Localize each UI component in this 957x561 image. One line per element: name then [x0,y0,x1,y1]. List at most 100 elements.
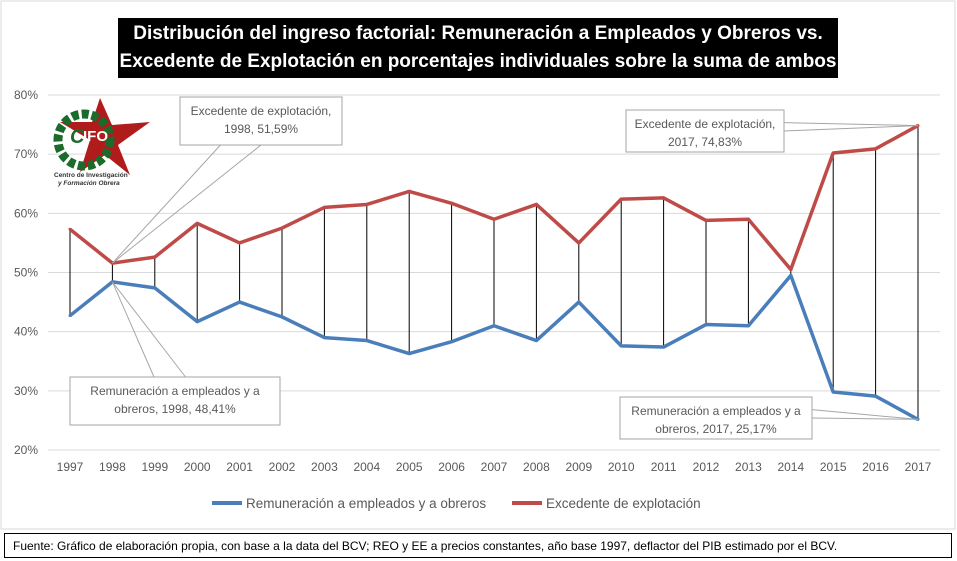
annotation-label: obreros, 1998, 48,41% [114,402,236,416]
annotation-label: Remuneración a empleados y a [90,384,260,398]
data-point [746,324,750,328]
leader-line [811,409,919,420]
annotation-label: Remuneración a empleados y a [631,404,801,418]
x-tick-label: 2003 [311,460,338,474]
data-point [365,339,369,343]
x-tick-label: 2017 [905,460,932,474]
y-tick-label: 40% [14,325,38,339]
title-line-1: Distribución del ingreso factorial: Remu… [133,23,823,44]
y-tick-label: 80% [14,88,38,102]
leader-line [811,417,919,420]
data-point [746,217,750,221]
data-point [662,345,666,349]
annotation-box [619,396,813,440]
data-point [662,196,666,200]
data-point [789,273,793,277]
annotation-label: 1998, 51,59% [224,122,298,136]
y-tick-label: 60% [14,206,38,220]
x-tick-label: 2013 [735,460,762,474]
y-tick-label: 20% [14,443,38,457]
data-point [153,286,157,290]
x-tick-label: 2002 [269,460,296,474]
leader-line [783,122,919,127]
data-point [238,300,242,304]
data-point [789,268,793,272]
x-tick-label: 2008 [523,460,550,474]
data-point [534,202,538,206]
x-tick-label: 2007 [481,460,508,474]
y-tick-label: 50% [14,265,38,279]
annotation-label: Excedente de explotación, [635,117,776,131]
data-point [322,205,326,209]
x-tick-label: 2005 [396,460,423,474]
x-tick-label: 1999 [141,460,168,474]
annotation-box [179,96,343,146]
x-tick-label: 2000 [184,460,211,474]
chart-border [0,0,956,530]
data-point [704,323,708,327]
data-point [831,390,835,394]
data-point [195,221,199,225]
x-tick-label: 2010 [608,460,635,474]
leader-line [112,144,262,264]
x-tick-label: 2012 [693,460,720,474]
annotation-label: 2017, 74,83% [668,135,742,149]
x-tick-label: 2004 [353,460,380,474]
logo-text: C [70,126,85,148]
x-tick-label: 2016 [862,460,889,474]
leader-line [112,144,221,264]
logo-text: IFO [83,128,108,145]
data-point [68,227,72,231]
logo-star-icon [60,98,150,175]
data-point [577,300,581,304]
data-point [874,147,878,151]
y-tick-label: 70% [14,147,38,161]
data-point [619,344,623,348]
annotation-label: obreros, 2017, 25,17% [655,422,777,436]
annotation-box [625,109,785,153]
data-point [280,315,284,319]
logo-subtitle: y Formación Obrera [57,180,120,187]
data-point [280,226,284,230]
x-tick-label: 2015 [820,460,847,474]
x-tick-label: 2006 [438,460,465,474]
data-point [874,394,878,398]
data-point [238,241,242,245]
data-point [322,336,326,340]
data-point [704,218,708,222]
chart-title: Distribución del ingreso factorial: Remu… [118,18,838,78]
data-point [407,189,411,193]
data-point [153,255,157,259]
data-point [407,352,411,356]
logo-gear-icon [53,109,115,171]
legend-label: Remuneración a empleados y a obreros [246,496,486,511]
data-point [534,339,538,343]
source-note: Fuente: Gráfico de elaboración propia, c… [4,533,952,558]
data-point [831,151,835,155]
x-tick-label: 1997 [57,460,84,474]
leader-line [112,281,186,378]
title-line-2: Excedente de Explotación en porcentajes … [119,51,837,72]
data-point [450,340,454,344]
data-point [619,197,623,201]
data-point [195,320,199,324]
data-point [577,241,581,245]
x-tick-label: 1998 [99,460,126,474]
data-point [68,314,72,318]
y-tick-label: 30% [14,384,38,398]
legend-label: Excedente de explotación [546,496,701,511]
data-point [492,324,496,328]
leader-line [783,125,919,132]
data-point [450,201,454,205]
logo-subtitle: Centro de Investigación [54,172,128,179]
x-tick-label: 2001 [226,460,253,474]
annotation-box [69,376,281,426]
x-tick-label: 2014 [777,460,804,474]
annotation-label: Excedente de explotación, [191,104,332,118]
x-tick-label: 2009 [565,460,592,474]
data-point [365,202,369,206]
data-point [492,217,496,221]
leader-line [111,281,155,378]
